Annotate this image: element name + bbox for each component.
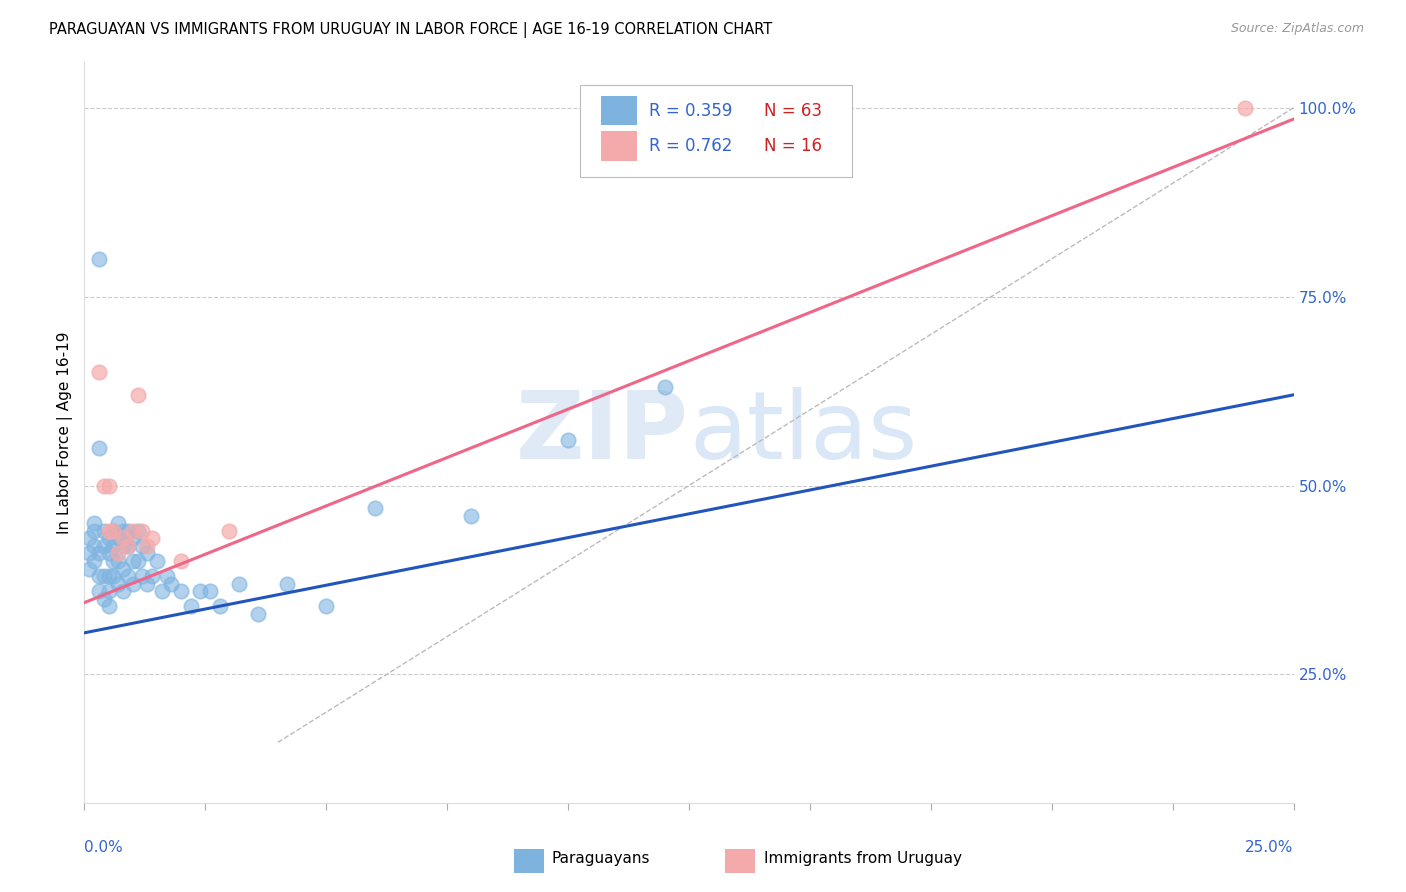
Point (228, 576, 250, 591)
Point (112, 532, 135, 546)
Point (97, 569, 120, 583)
Bar (725, 849, 755, 873)
Text: 0.0%: 0.0% (84, 840, 124, 855)
Point (107, 576, 129, 591)
Text: Source: ZipAtlas.com: Source: ZipAtlas.com (1230, 22, 1364, 36)
Point (315, 599, 337, 614)
Text: ZIP: ZIP (516, 386, 689, 479)
Point (131, 539, 153, 553)
Point (136, 576, 159, 591)
Point (112, 584, 135, 599)
Point (150, 584, 173, 599)
Text: Paraguayans: Paraguayans (551, 851, 650, 866)
Point (198, 584, 221, 599)
Point (131, 569, 153, 583)
Point (170, 554, 193, 568)
Point (77, 547, 100, 561)
Point (97, 532, 120, 546)
Point (107, 532, 129, 546)
Point (208, 599, 231, 614)
Point (97, 478, 120, 492)
Point (87, 441, 110, 455)
Point (654, 380, 676, 394)
Point (83, 524, 105, 538)
Point (103, 524, 125, 538)
Text: atlas: atlas (689, 386, 917, 479)
Point (276, 576, 298, 591)
Point (87, 569, 110, 583)
Point (112, 561, 135, 575)
Point (77, 561, 100, 575)
FancyBboxPatch shape (581, 85, 852, 178)
Point (170, 584, 193, 599)
Point (87, 584, 110, 599)
Point (107, 547, 129, 561)
Point (160, 576, 183, 591)
Point (97, 547, 120, 561)
Point (117, 539, 139, 553)
Point (136, 539, 159, 553)
Bar (600, 95, 637, 126)
Point (363, 501, 385, 516)
Point (93, 569, 115, 583)
Point (117, 539, 139, 553)
Y-axis label: In Labor Force | Age 16-19: In Labor Force | Age 16-19 (58, 331, 73, 534)
Point (93, 524, 115, 538)
Point (247, 607, 270, 621)
Point (131, 524, 153, 538)
Point (112, 524, 135, 538)
Point (97, 524, 120, 538)
Point (83, 539, 105, 553)
Text: Immigrants from Uruguay: Immigrants from Uruguay (763, 851, 962, 866)
Point (117, 524, 139, 538)
Point (141, 569, 163, 583)
Point (121, 554, 143, 568)
Bar (600, 131, 637, 161)
Point (127, 524, 149, 538)
Point (136, 547, 159, 561)
Text: PARAGUAYAN VS IMMIGRANTS FROM URUGUAY IN LABOR FORCE | AGE 16-19 CORRELATION CHA: PARAGUAYAN VS IMMIGRANTS FROM URUGUAY IN… (49, 22, 772, 38)
Text: 25.0%: 25.0% (1246, 840, 1294, 855)
Point (103, 569, 125, 583)
Point (87, 365, 110, 379)
Point (103, 554, 125, 568)
Point (93, 478, 115, 492)
Point (93, 539, 115, 553)
Text: R = 0.762: R = 0.762 (650, 137, 733, 155)
Point (127, 554, 149, 568)
Point (121, 532, 143, 546)
Point (121, 524, 143, 538)
Point (146, 554, 169, 568)
Point (103, 539, 125, 553)
Point (93, 591, 115, 606)
Point (155, 569, 177, 583)
Point (103, 524, 125, 538)
Text: N = 63: N = 63 (763, 102, 823, 120)
Point (218, 524, 240, 538)
Text: N = 16: N = 16 (763, 137, 823, 155)
Point (77, 532, 100, 546)
Point (107, 516, 129, 531)
Point (460, 508, 482, 523)
Point (180, 599, 202, 614)
Point (127, 388, 149, 402)
Point (83, 516, 105, 531)
Point (97, 599, 120, 614)
Point (87, 547, 110, 561)
Point (141, 532, 163, 546)
Point (97, 584, 120, 599)
Bar (513, 849, 544, 873)
Point (107, 554, 129, 568)
Point (121, 576, 143, 591)
Point (1234, 101, 1257, 115)
Point (557, 433, 579, 447)
Point (190, 584, 212, 599)
Point (112, 539, 135, 553)
Text: R = 0.359: R = 0.359 (650, 102, 733, 120)
Point (83, 554, 105, 568)
Point (87, 252, 110, 266)
Point (117, 569, 139, 583)
